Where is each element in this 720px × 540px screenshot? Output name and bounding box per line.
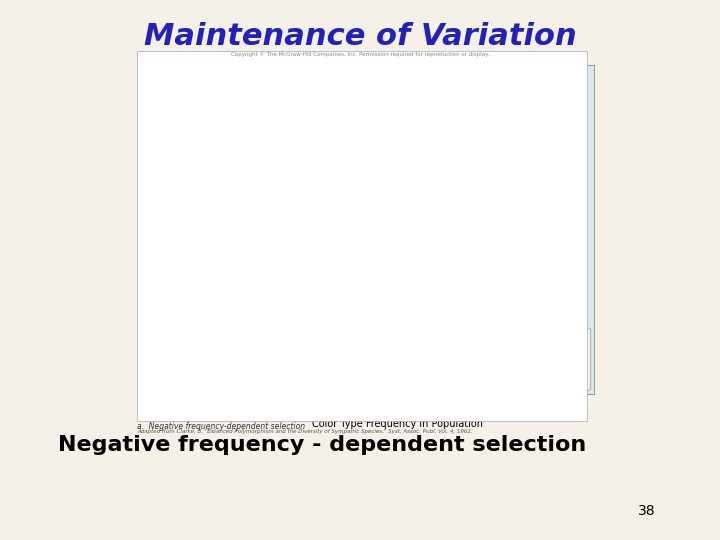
Point (258, 343, 269, 352)
Point (299, 286, 310, 295)
Text: Maintenance of Variation: Maintenance of Variation (143, 22, 577, 51)
Point (237, 312, 248, 320)
Ellipse shape (261, 106, 287, 133)
Point (402, 217, 414, 226)
Point (279, 336, 290, 345)
Point (402, 170, 414, 179)
Text: Adapted from Clarke, B. "Balanced Polymorphism and the Diversity of Sympatric Sp: Adapted from Clarke, B. "Balanced Polymo… (137, 429, 472, 434)
Point (279, 333, 290, 342)
Y-axis label: Percent of Color Type
Taken by Fish Predators: Percent of Color Type Taken by Fish Pred… (149, 172, 171, 287)
Ellipse shape (255, 123, 292, 217)
Text: 38: 38 (638, 504, 655, 518)
Point (258, 305, 269, 314)
Ellipse shape (253, 138, 266, 171)
Text: Negative frequency - dependent selection: Negative frequency - dependent selection (58, 435, 586, 455)
Legend: dark brown, medium brown, light brown: dark brown, medium brown, light brown (499, 328, 590, 390)
Point (402, 192, 414, 201)
Point (307, 267, 319, 276)
X-axis label: Color Type Frequency in Population: Color Type Frequency in Population (312, 420, 483, 429)
Point (402, 161, 414, 170)
Text: a.  Negative frequency-dependent selection: a. Negative frequency-dependent selectio… (137, 422, 305, 431)
Point (237, 330, 248, 339)
Text: Copyright © The McGraw-Hill Companies, Inc. Permission required for reproduction: Copyright © The McGraw-Hill Companies, I… (231, 51, 489, 57)
Point (258, 330, 269, 339)
Ellipse shape (281, 138, 294, 171)
Point (258, 352, 269, 361)
Point (402, 186, 414, 194)
Point (299, 299, 310, 308)
Ellipse shape (266, 130, 281, 209)
Point (237, 349, 248, 357)
Point (258, 327, 269, 336)
